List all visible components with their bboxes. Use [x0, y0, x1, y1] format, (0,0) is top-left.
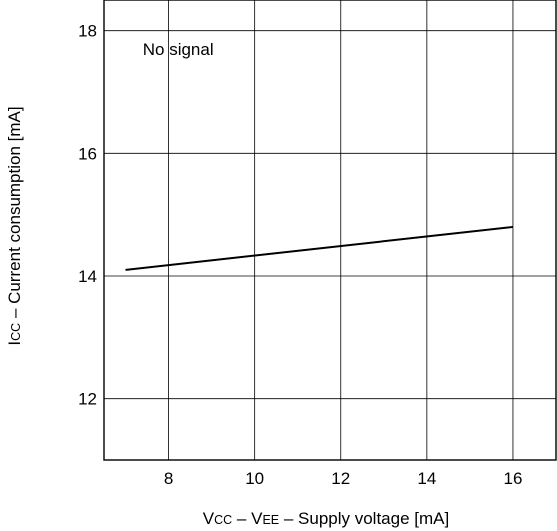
- x-tick-label: 16: [503, 469, 522, 488]
- x-tick-label: 8: [164, 469, 173, 488]
- y-tick-label: 12: [78, 390, 97, 409]
- y-tick-label: 14: [78, 267, 97, 286]
- x-tick-label: 12: [331, 469, 350, 488]
- series-line: [125, 225, 514, 271]
- annotation-no-signal: No signal: [143, 40, 214, 59]
- x-tick-label: 14: [417, 469, 436, 488]
- x-tick-label: 10: [245, 469, 264, 488]
- y-tick-label: 16: [78, 144, 97, 163]
- x-axis-label: VCC – VEE – Supply voltage [mA]: [203, 509, 449, 528]
- grid-layer: [104, 0, 556, 460]
- series-layer: [125, 225, 514, 271]
- y-axis-label: ICC – Current consumption [mA]: [5, 106, 24, 345]
- tick-label-layer: 8 10 12 14 16 12 14 16 18: [78, 22, 522, 488]
- y-tick-label: 18: [78, 22, 97, 41]
- plot-frame: [103, 0, 557, 461]
